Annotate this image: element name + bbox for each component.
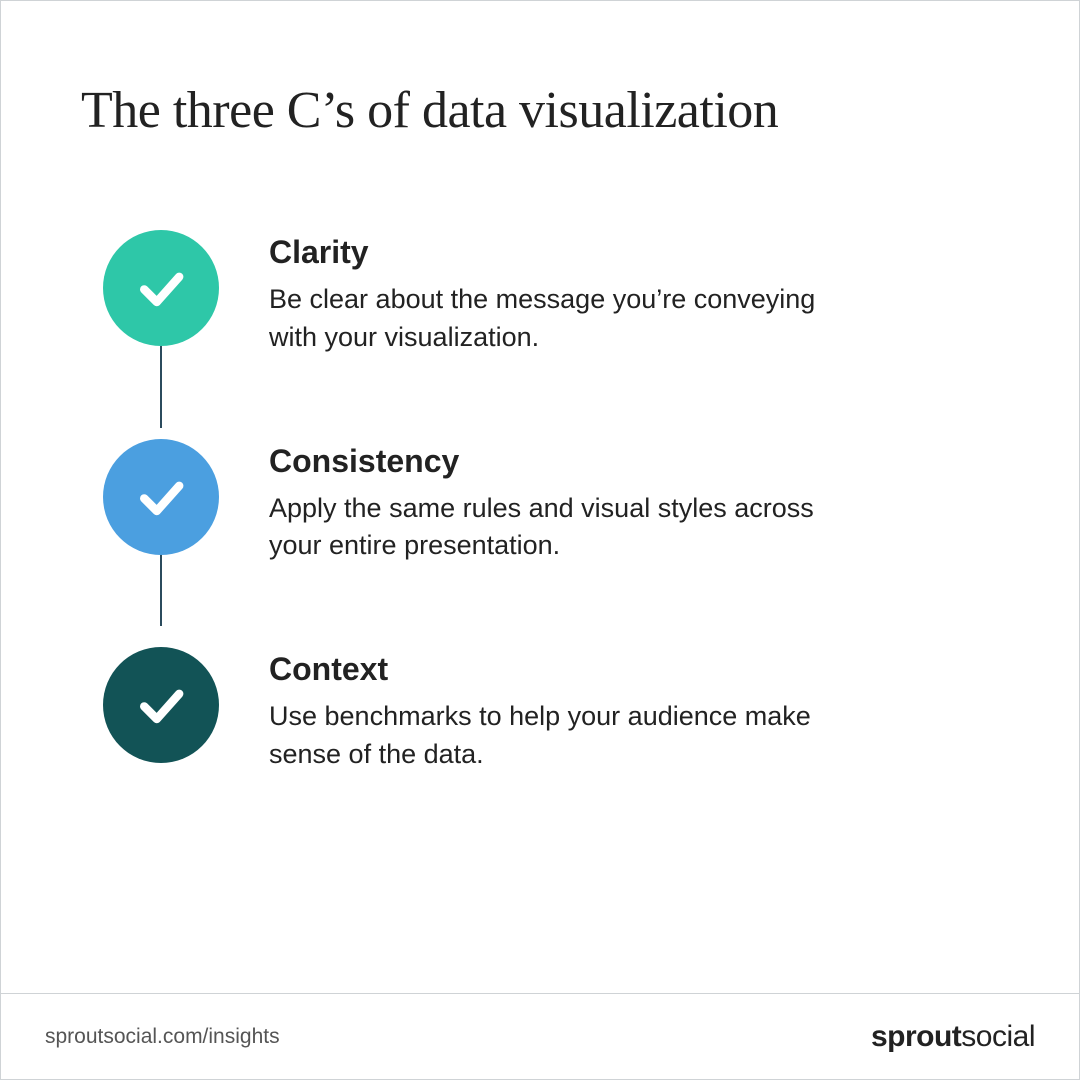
list-item: Context Use benchmarks to help your audi… [101,647,999,774]
footer: sproutsocial.com/insights sproutsocial [1,993,1079,1079]
footer-url: sproutsocial.com/insights [45,1025,280,1049]
item-text: Consistency Apply the same rules and vis… [221,439,861,566]
item-text: Clarity Be clear about the message you’r… [221,230,861,357]
icon-wrap [101,647,221,763]
main-content: The three C’s of data visualization Clar… [1,1,1079,993]
page-title: The three C’s of data visualization [81,81,999,140]
item-description: Apply the same rules and visual styles a… [269,490,861,566]
brand-light: social [961,1020,1035,1053]
connector-line [160,346,162,428]
brand-bold: sprout [871,1020,961,1053]
list-item: Clarity Be clear about the message you’r… [101,230,999,357]
brand-logo: sproutsocial [871,1020,1035,1054]
icon-wrap [101,439,221,555]
checkmark-icon [103,439,219,555]
list-item: Consistency Apply the same rules and vis… [101,439,999,566]
item-description: Be clear about the message you’re convey… [269,281,861,357]
checkmark-icon [103,647,219,763]
item-title: Context [269,651,861,688]
item-description: Use benchmarks to help your audience mak… [269,698,861,774]
item-title: Clarity [269,234,861,271]
connector-line [160,544,162,626]
item-text: Context Use benchmarks to help your audi… [221,647,861,774]
icon-wrap [101,230,221,346]
item-title: Consistency [269,443,861,480]
checkmark-icon [103,230,219,346]
items-list: Clarity Be clear about the message you’r… [81,230,999,774]
